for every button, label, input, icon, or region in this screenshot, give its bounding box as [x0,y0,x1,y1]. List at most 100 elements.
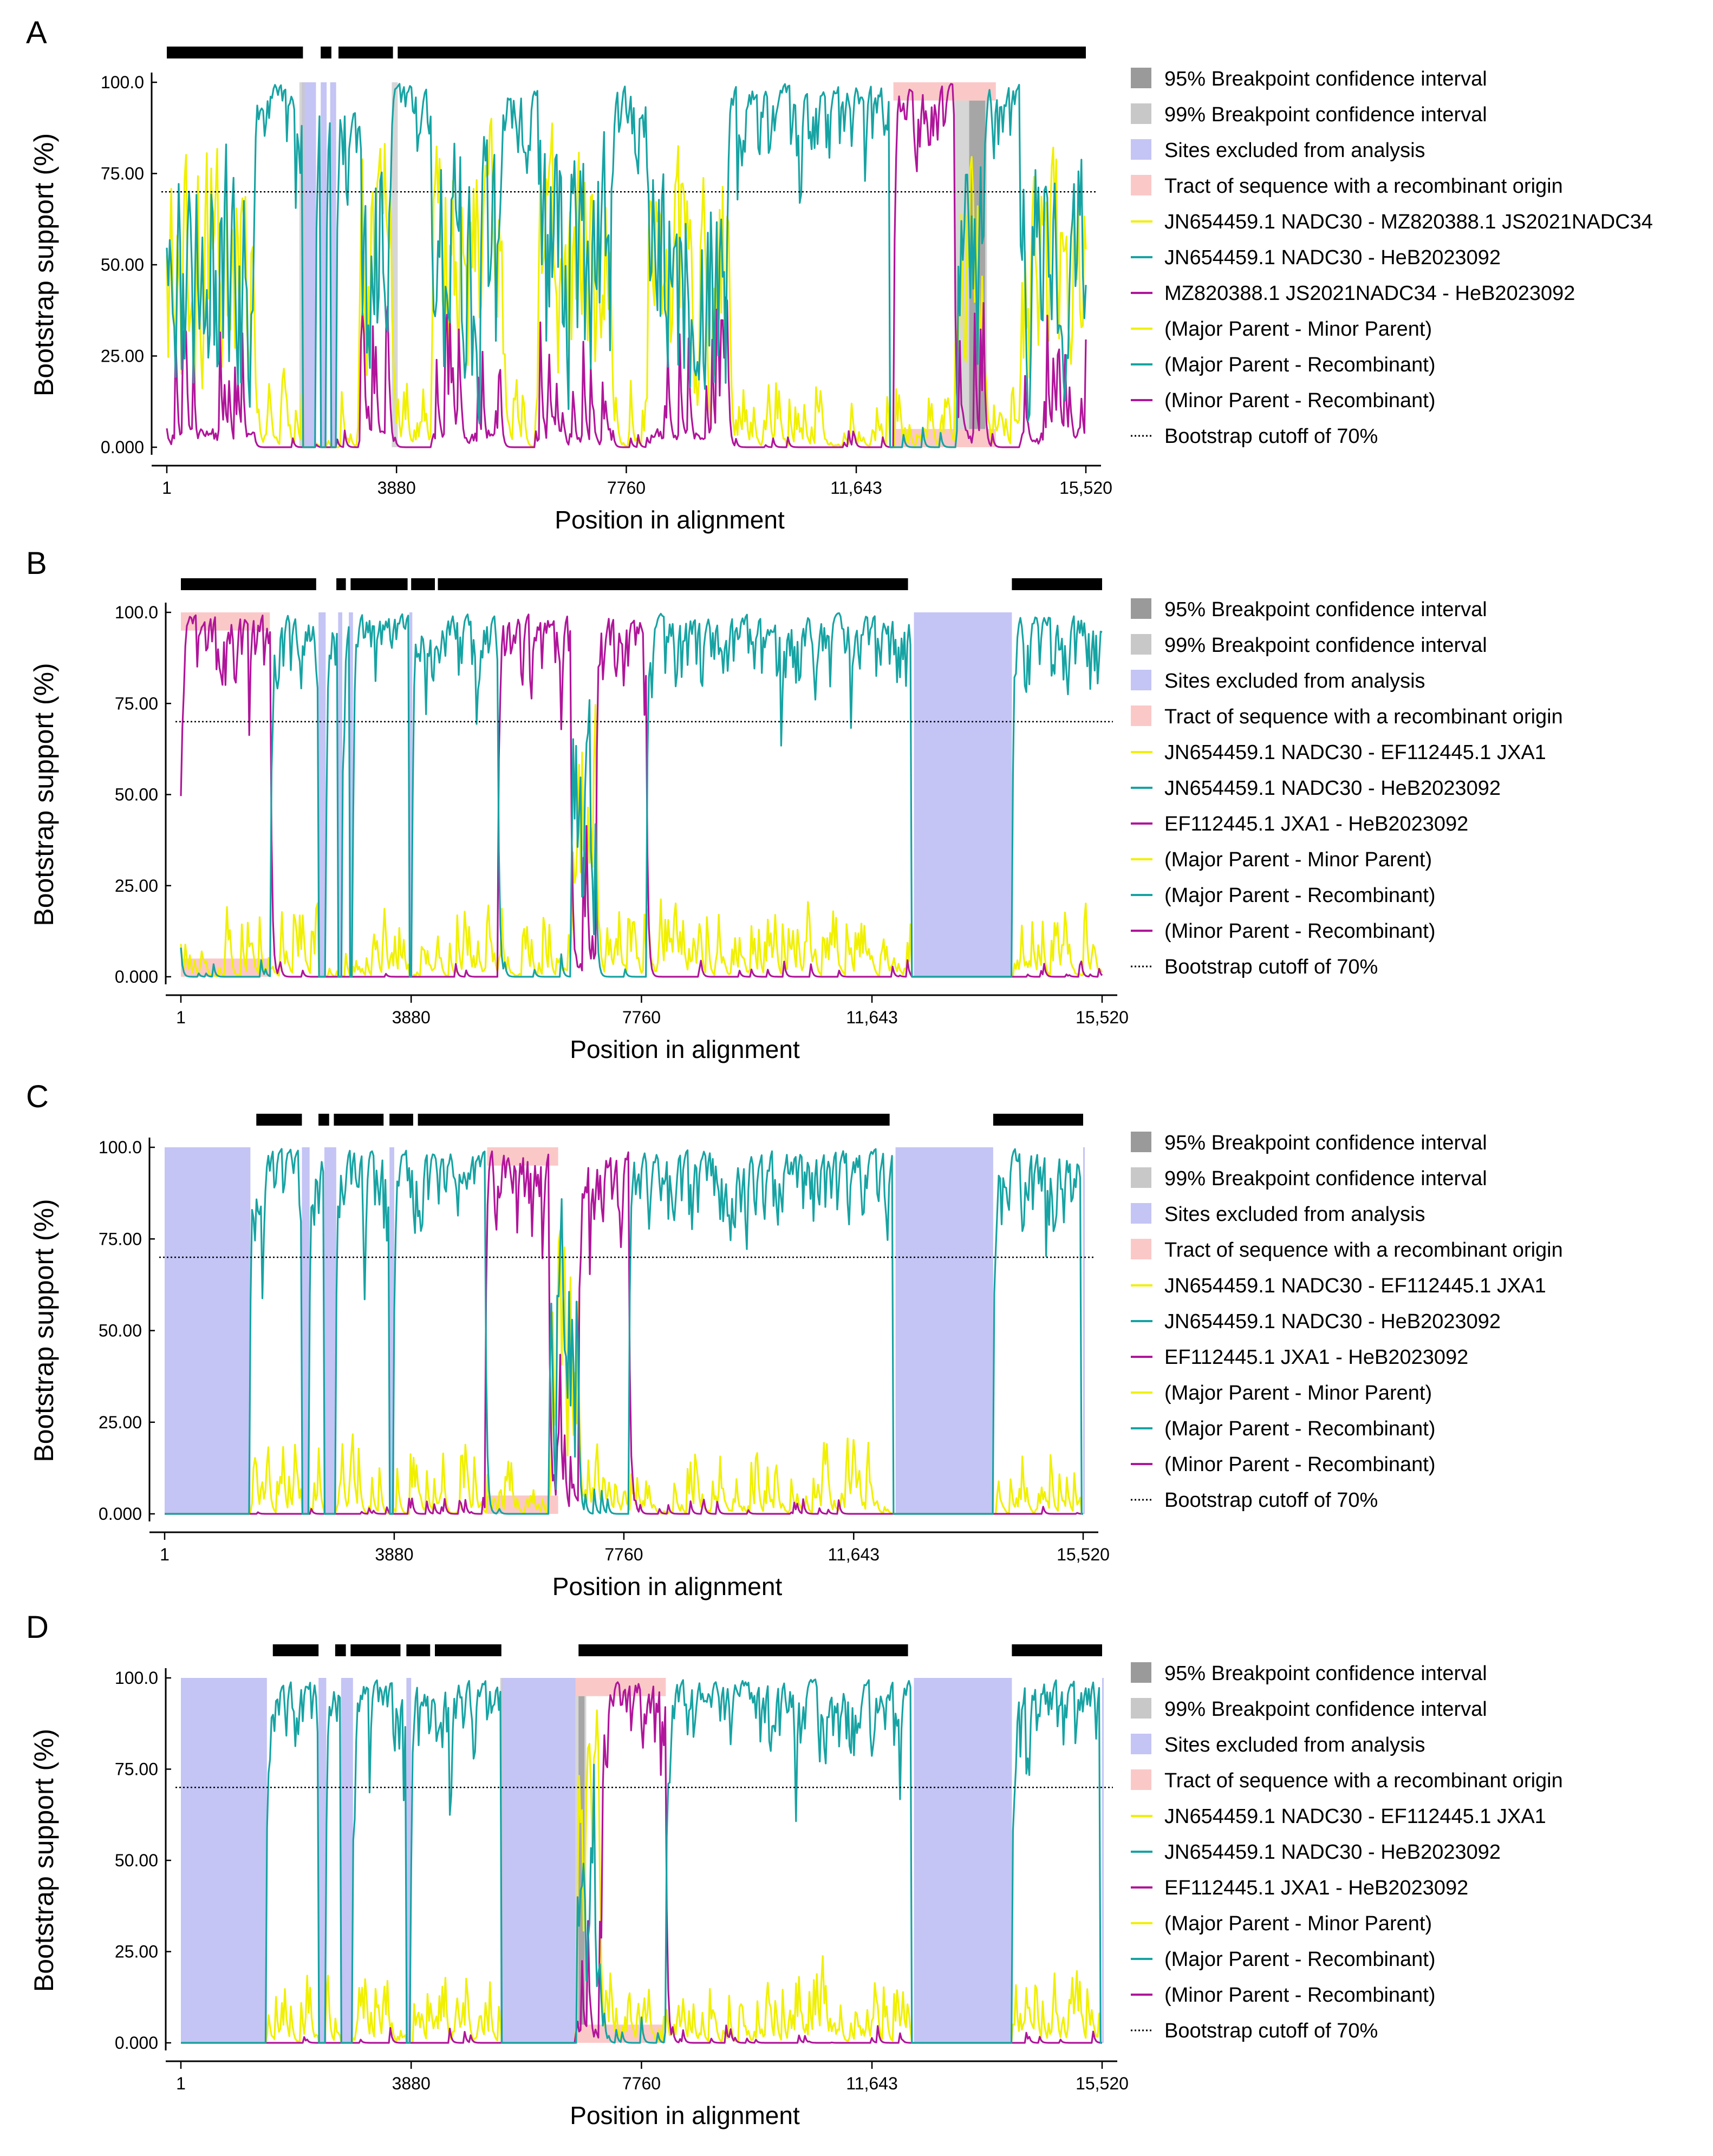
significance-bar [334,1114,384,1126]
legend-label: Bootstrap cutoff of 70% [1164,2020,1378,2042]
y-tick-label: 0.000 [99,1504,142,1524]
legend-label: (Minor Parent - Recombinant) [1164,1453,1436,1476]
legend-swatch-box [1131,1734,1151,1754]
excluded-region [330,82,336,447]
excluded-region [318,612,326,977]
significance-bar [993,1114,1083,1126]
significance-bar [350,578,408,590]
y-axis-label: Bootstrap support (%) [29,1199,59,1462]
significance-bar [1012,578,1102,590]
legend-label: Bootstrap cutoff of 70% [1164,956,1378,978]
significance-bar [256,1114,302,1126]
x-tick-label: 7760 [607,478,646,498]
legend-swatch-box [1131,1769,1151,1790]
legend-label: Sites excluded from analysis [1164,139,1425,162]
legend-swatch-box [1131,68,1151,88]
y-tick-label: 25.00 [115,1942,158,1962]
significance-bar [438,578,908,590]
significance-bar [336,578,346,590]
excluded-region [1083,1147,1085,1514]
legend: 95% Breakpoint confidence interval 99% Br… [1131,1662,1563,2042]
significance-bar [335,1644,346,1656]
significance-bar [389,1114,413,1126]
significance-bar [578,1644,908,1656]
y-tick-label: 75.00 [115,694,158,713]
legend-label: JN654459.1 NADC30 - HeB2023092 [1164,246,1501,269]
legend-swatch-box [1131,1662,1151,1683]
legend-label: (Major Parent - Minor Parent) [1164,848,1432,871]
significance-bar [435,1644,501,1656]
significance-bar [181,578,316,590]
x-tick-label: 11,643 [846,1008,898,1027]
significance-bar [1012,1644,1102,1656]
x-tick-label: 15,520 [1059,478,1112,498]
panel-label: A [26,15,47,50]
excluded-region [181,1678,267,2043]
panel-label: B [26,546,47,581]
panel-c: C 0.000 25.00 50.00 75.00 100.0 1 3880 7760 11,64… [26,1079,1563,1600]
legend-label: 95% Breakpoint confidence interval [1164,68,1487,90]
x-tick-label: 7760 [604,1545,643,1564]
legend-label: Tract of sequence with a recombinant ori… [1164,705,1563,728]
x-tick-label: 11,643 [828,1545,880,1564]
excluded-region [165,1147,251,1514]
panel-b: B 0.000 25.00 50.00 75.00 100.0 1 3880 7760 11,64… [26,546,1563,1063]
legend-swatch-box [1131,705,1151,726]
legend-label: JN654459.1 NADC30 - EF112445.1 JXA1 [1164,1805,1546,1828]
x-tick-label: 15,520 [1057,1545,1110,1564]
tract-band-top [181,612,270,631]
legend-label: (Major Parent - Recombinant) [1164,884,1436,907]
excluded-region [501,1678,576,2043]
series-major-recombinant [180,612,1103,978]
x-tick-label: 3880 [392,1008,431,1027]
legend-label: EF112445.1 JXA1 - HeB2023092 [1164,813,1468,835]
x-tick-label: 11,643 [830,478,882,498]
legend-label: JN654459.1 NADC30 - EF112445.1 JXA1 [1164,1275,1546,1297]
panel-a: A 0.000 25.00 50.00 75.00 100.0 1 3880 7760 11,64… [26,15,1653,534]
significance-bar [272,1644,319,1656]
legend-swatch-box [1131,175,1151,195]
legend-label: 99% Breakpoint confidence interval [1164,1167,1487,1190]
excluded-region [349,612,353,977]
y-tick-label: 50.00 [115,1851,158,1870]
legend-swatch-box [1131,1203,1151,1224]
significance-bar [398,47,1086,58]
x-axis-label: Position in alignment [552,1572,783,1600]
x-tick-label: 1 [176,2074,186,2093]
legend-label: 95% Breakpoint confidence interval [1164,598,1487,621]
legend-label: EF112445.1 JXA1 - HeB2023092 [1164,1346,1468,1369]
y-tick-label: 75.00 [115,1760,158,1779]
legend-label: (Major Parent - Recombinant) [1164,354,1436,376]
legend-swatch-box [1131,1239,1151,1259]
y-tick-label: 100.0 [99,1138,142,1157]
legend: 95% Breakpoint confidence interval 99% Br… [1131,1132,1563,1512]
significance-bar [318,1114,329,1126]
legend-label: EF112445.1 JXA1 - HeB2023092 [1164,1877,1468,1899]
excluded-region [318,1678,327,2043]
series-major-recombinant [181,1678,1102,2044]
ci95-region [578,1696,585,2043]
legend-label: Tract of sequence with a recombinant ori… [1164,1239,1563,1262]
x-axis-label: Position in alignment [570,1035,800,1063]
y-tick-label: 0.000 [115,2033,158,2053]
legend-label: 99% Breakpoint confidence interval [1164,1698,1487,1721]
y-tick-label: 100.0 [115,603,158,622]
excluded-region [406,1678,412,2043]
legend-label: Tract of sequence with a recombinant ori… [1164,1769,1563,1792]
significance-bar [167,47,303,58]
legend-label: (Minor Parent - Recombinant) [1164,920,1436,943]
legend-label: Sites excluded from analysis [1164,670,1425,692]
y-axis-label: Bootstrap support (%) [29,133,59,396]
y-tick-label: 50.00 [115,785,158,805]
y-tick-label: 25.00 [99,1413,142,1432]
x-tick-label: 3880 [375,1545,413,1564]
legend-label: Bootstrap cutoff of 70% [1164,1489,1378,1512]
panel-d: D 0.000 25.00 50.00 75.00 100.0 1 3880 7760 11,64… [26,1610,1563,2129]
x-tick-label: 7760 [622,2074,661,2093]
y-tick-label: 50.00 [101,255,144,275]
panel-label: C [26,1079,49,1114]
x-axis-label: Position in alignment [570,2101,800,2129]
x-tick-label: 15,520 [1076,2074,1129,2093]
excluded-region [338,612,343,977]
